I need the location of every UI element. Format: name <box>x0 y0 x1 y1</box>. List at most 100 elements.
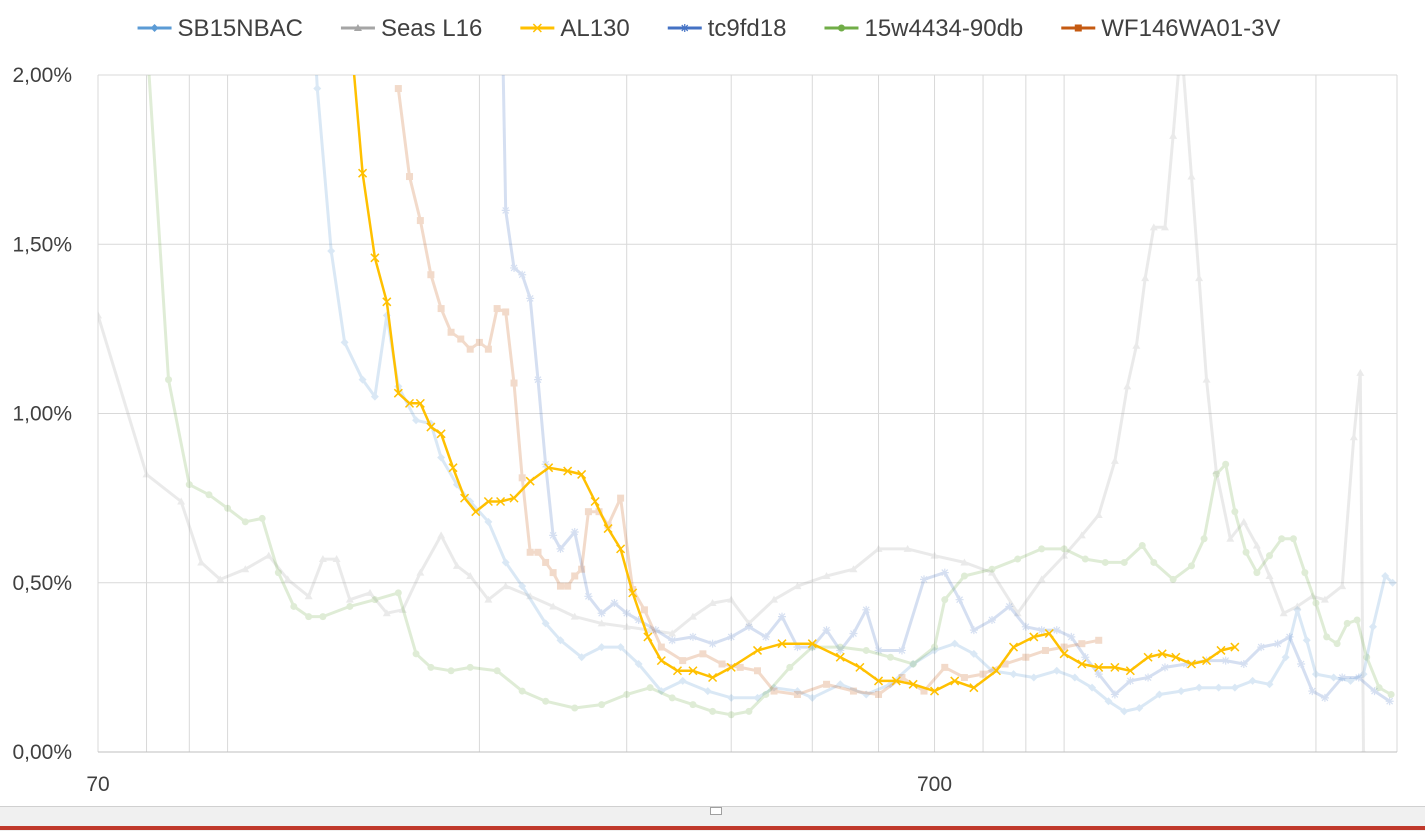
data-point <box>1285 632 1294 641</box>
data-point <box>634 659 643 668</box>
data-point <box>793 690 801 698</box>
data-point <box>258 514 266 522</box>
y-tick-label: 2,00% <box>12 64 72 87</box>
data-point <box>241 565 250 573</box>
data-point <box>628 588 638 598</box>
data-point <box>1067 632 1076 641</box>
y-tick-label: 1,00% <box>12 403 72 426</box>
data-point <box>1188 562 1196 570</box>
data-point <box>205 491 213 499</box>
data-point <box>920 687 928 695</box>
data-point <box>216 575 225 583</box>
data-point <box>1009 670 1018 679</box>
data-point <box>1029 673 1038 682</box>
data-point <box>518 582 527 591</box>
data-point <box>744 622 753 631</box>
data-point <box>726 662 736 672</box>
data-point <box>1110 456 1119 464</box>
legend-item-sb15nbac[interactable]: SB15NBAC <box>137 15 303 42</box>
data-point <box>1094 670 1103 679</box>
legend-label: WF146WA01-3V <box>1101 15 1280 42</box>
data-point <box>862 646 870 654</box>
data-point <box>370 392 379 401</box>
data-point <box>1301 569 1309 577</box>
data-point <box>668 636 677 645</box>
data-point <box>1297 659 1306 668</box>
data-point <box>668 694 676 702</box>
data-point <box>1144 673 1153 682</box>
data-point <box>873 676 884 686</box>
data-point <box>849 629 858 638</box>
data-point <box>1077 659 1087 669</box>
data-point <box>394 85 402 93</box>
data-point <box>305 613 313 621</box>
legend-item-seas-l16[interactable]: Seas L16 <box>340 15 482 42</box>
data-point <box>493 667 501 675</box>
data-point <box>1094 662 1104 672</box>
data-point <box>1385 697 1394 706</box>
data-point <box>597 609 606 618</box>
legend-item-wf146wa01-3v[interactable]: WF146WA01-3V <box>1061 15 1280 42</box>
data-point <box>509 493 519 503</box>
data-point <box>584 592 593 601</box>
data-point <box>634 615 643 624</box>
data-point <box>142 470 151 478</box>
data-point <box>718 660 726 668</box>
data-point <box>708 639 717 648</box>
data-point <box>1302 636 1311 645</box>
data-point <box>1343 619 1351 627</box>
data-point <box>1094 511 1103 519</box>
data-point <box>466 571 475 579</box>
data-point <box>427 663 435 671</box>
data-point <box>382 609 391 617</box>
data-point <box>708 599 717 607</box>
data-point <box>426 422 436 432</box>
data-point <box>1143 652 1153 662</box>
data-point <box>699 650 707 658</box>
data-point <box>727 595 736 603</box>
legend-marker <box>353 24 362 31</box>
data-point <box>549 531 558 540</box>
data-point <box>1059 649 1069 659</box>
data-point <box>412 416 421 425</box>
data-point <box>610 599 619 608</box>
data-point <box>603 524 613 534</box>
data-point <box>1214 683 1223 692</box>
data-point <box>345 595 354 603</box>
data-point <box>643 632 653 642</box>
data-point <box>1231 508 1239 516</box>
data-point <box>1157 649 1167 659</box>
data-point <box>762 690 770 698</box>
data-point <box>616 643 625 652</box>
legend-item-al130[interactable]: AL130 <box>520 15 630 42</box>
data-point <box>777 612 786 621</box>
data-point <box>98 311 102 319</box>
data-point <box>1150 558 1158 566</box>
data-point <box>1311 670 1320 679</box>
data-point <box>1239 659 1248 668</box>
data-point <box>1126 676 1135 685</box>
x-tick-label: 700 <box>917 773 952 796</box>
data-point <box>1278 535 1286 543</box>
data-point <box>960 558 969 566</box>
data-point <box>283 575 292 583</box>
legend-item-tc9fd18[interactable]: tc9fd18 <box>667 15 787 42</box>
y-tick-label: 1,50% <box>12 233 72 256</box>
data-point <box>437 305 445 313</box>
data-point <box>955 595 964 604</box>
data-point <box>1252 541 1261 549</box>
data-point <box>1202 656 1212 666</box>
data-point <box>197 558 206 566</box>
data-point <box>1182 659 1191 668</box>
series-tc9fd18 <box>501 75 1394 706</box>
data-point <box>1177 687 1186 696</box>
data-point <box>406 173 414 181</box>
data-point <box>1160 663 1169 672</box>
scrollbar-handle[interactable] <box>710 807 722 815</box>
x-tick-label: 70 <box>86 773 109 796</box>
data-point <box>1044 628 1054 639</box>
data-point <box>484 345 492 353</box>
legend-item-15w4434-90db[interactable]: 15w4434-90db <box>824 15 1023 42</box>
data-point <box>1273 639 1282 648</box>
data-point <box>448 463 458 473</box>
